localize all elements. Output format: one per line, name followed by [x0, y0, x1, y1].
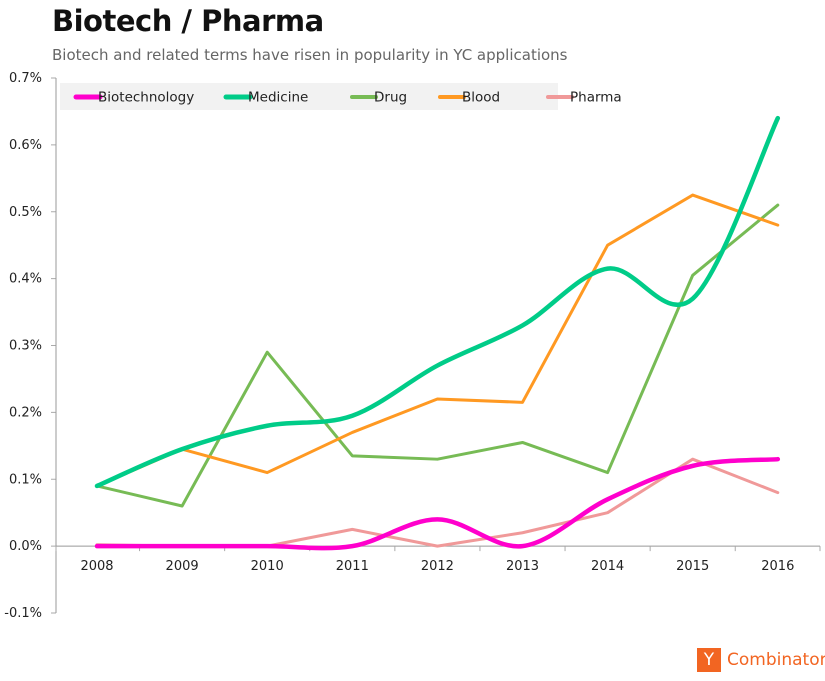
- x-tick-label: 2008: [80, 559, 113, 574]
- x-tick-label: 2016: [761, 559, 794, 574]
- series-line-drug: [95, 203, 780, 508]
- x-tick-label: 2015: [676, 559, 709, 574]
- yc-logo: Y Combinator: [697, 648, 825, 672]
- legend-label-blood: Blood: [462, 90, 500, 106]
- y-tick-label: 0.3%: [9, 339, 42, 354]
- legend-label-pharma: Pharma: [570, 90, 622, 106]
- x-tick-label: 2010: [251, 559, 284, 574]
- y-tick-label: 0.1%: [9, 472, 42, 487]
- legend-label-medicine: Medicine: [248, 90, 308, 106]
- chart-subtitle: Biotech and related terms have risen in …: [52, 46, 568, 64]
- x-tick-label: 2011: [336, 559, 369, 574]
- y-tick-label: 0.6%: [9, 138, 42, 153]
- legend-box: [60, 83, 558, 110]
- y-tick-label: 0.5%: [9, 205, 42, 220]
- series-line-blood: [95, 193, 780, 488]
- x-tick-label: 2009: [166, 559, 199, 574]
- y-tick-label: 0.7%: [9, 71, 42, 86]
- series-line-medicine: [94, 115, 781, 489]
- y-tick-label: 0.4%: [9, 272, 42, 287]
- x-tick-label: 2014: [591, 559, 624, 574]
- x-tick-label: 2012: [421, 559, 454, 574]
- y-tick-label: -0.1%: [4, 606, 42, 621]
- x-tick-label: 2013: [506, 559, 539, 574]
- chart-title: Biotech / Pharma: [52, 4, 324, 38]
- yc-logo-mark: Y: [697, 648, 721, 672]
- legend-label-biotechnology: Biotechnology: [98, 90, 194, 106]
- y-tick-label: 0.2%: [9, 405, 42, 420]
- legend-label-drug: Drug: [374, 90, 407, 106]
- series-line-biotechnology: [94, 456, 781, 551]
- y-tick-label: 0.0%: [9, 539, 42, 554]
- yc-logo-text: Combinator: [727, 650, 825, 670]
